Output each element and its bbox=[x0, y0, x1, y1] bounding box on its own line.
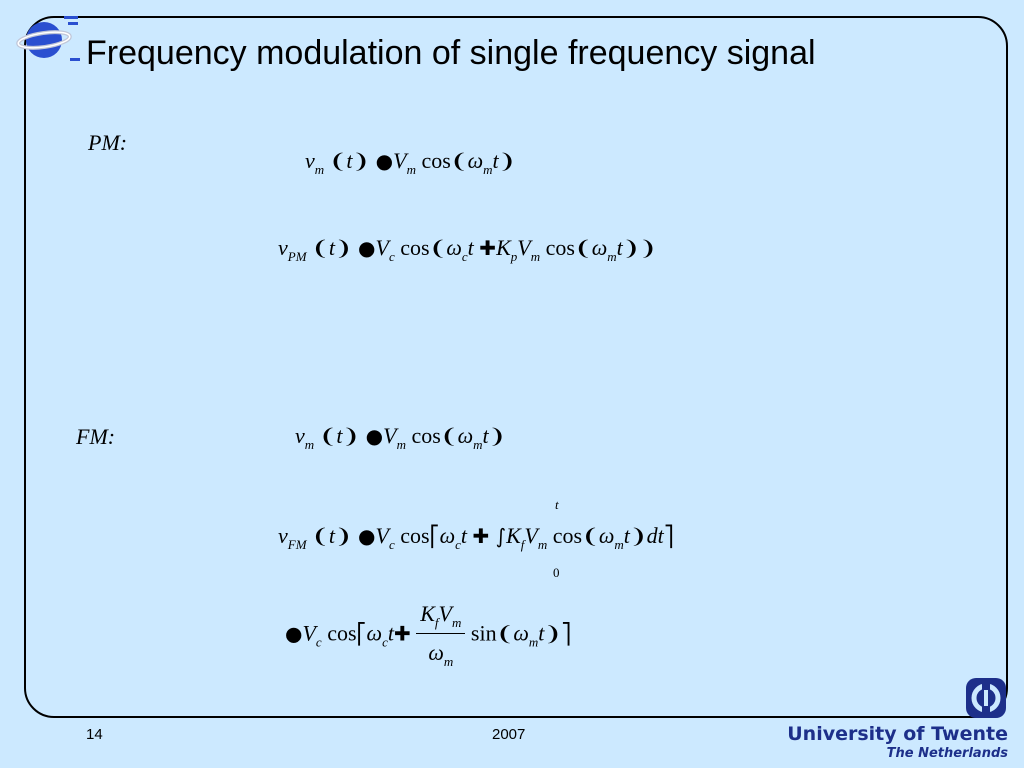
twente-logo-icon bbox=[966, 678, 1006, 718]
university-name: University of Twente bbox=[787, 723, 1008, 745]
pm-label: PM: bbox=[88, 130, 128, 155]
university-country: The Netherlands bbox=[886, 746, 1008, 761]
slide-frame bbox=[24, 16, 1008, 718]
page-title: Frequency modulation of single frequency… bbox=[86, 34, 816, 72]
pm-equation-2: vPM ❨t❩ ●Vc cos❨ωct ✚KpVm cos❨ωmt❩❩ bbox=[278, 235, 657, 264]
page-number: 14 bbox=[86, 726, 103, 743]
fm-label: FM: bbox=[76, 424, 116, 449]
fm-equation-3: ●Vc cos⎡ωct✚ KfVm ωm sin❨ωmt❩⎤ bbox=[285, 601, 572, 669]
fm-equation-2: vFM ❨t❩ ●Vc cos⎡ωct ✚ ∫KfVm cos❨ωmt❩dt⎤ bbox=[278, 523, 674, 552]
globe-icon bbox=[16, 16, 80, 61]
integral-upper-limit: t bbox=[555, 497, 559, 512]
footer-year: 2007 bbox=[492, 726, 526, 743]
integral-lower-limit: 0 bbox=[553, 565, 560, 580]
fraction: KfVm ωm bbox=[416, 603, 466, 668]
fm-equation-1: vm ❨t❩ ●Vm cos❨ωmt❩ bbox=[295, 423, 506, 452]
pm-equation-1: vm ❨t❩ ●Vm cos❨ωmt❩ bbox=[305, 148, 516, 177]
